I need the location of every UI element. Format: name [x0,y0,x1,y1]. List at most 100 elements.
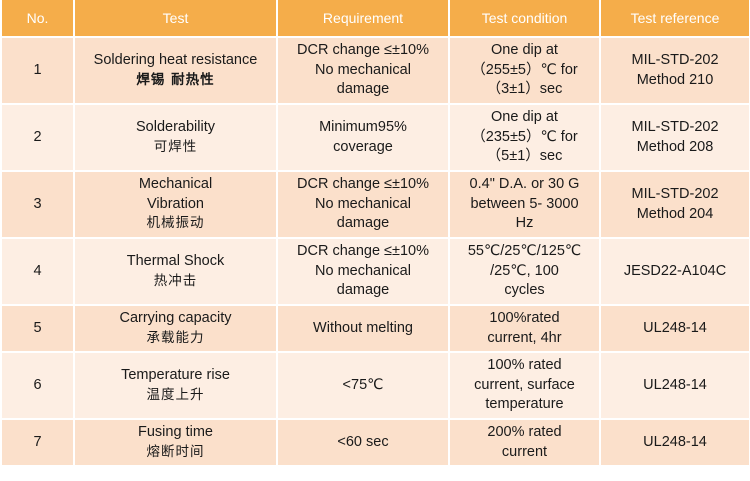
cell-reference: JESD22-A104C [599,237,750,306]
table-row: 1 Soldering heat resistance 焊锡 耐热性 DCR c… [0,36,750,105]
test-name-en: Solderability [136,119,215,135]
cell-requirement: DCR change ≤±10% No mechanical damage [276,170,450,239]
cell-condition: 200% rated current [448,418,601,467]
cell-test: Fusing time 熔断时间 [73,418,278,467]
test-name-en: Temperature rise [121,367,230,383]
test-name-zh: 熔断时间 [146,443,205,460]
test-name-zh: 机械振动 [146,215,205,232]
condition-line: （255±5）℃ for [471,61,578,78]
cell-requirement: DCR change ≤±10% No mechanical damage [276,36,450,105]
cell-requirement: Without melting [276,304,450,353]
cell-condition: 100%rated current, 4hr [448,304,601,353]
test-name-en: Fusing time [138,424,213,440]
cell-requirement: Minimum95% coverage [276,103,450,172]
cell-requirement: <75℃ [276,351,450,420]
cell-reference: UL248-14 [599,351,750,420]
condition-line: 0.4" D.A. or 30 G [469,176,580,193]
test-name-zh: 可焊性 [153,138,198,155]
cell-test: Carrying capacity 承载能力 [73,304,278,353]
requirement-line: No mechanical [315,61,411,78]
reference-line: MIL-STD-202 [631,186,719,202]
cell-condition: One dip at （255±5）℃ for （3±1）sec [448,36,601,105]
condition-line: One dip at [491,109,558,126]
condition-line: current [501,443,548,460]
condition-line: （5±1）sec [486,148,563,165]
requirement-line: DCR change ≤±10% [297,42,429,59]
table-header-row: No. Test Requirement Test condition Test… [0,0,750,38]
cell-requirement: <60 sec [276,418,450,467]
requirement-line: damage [336,215,390,232]
requirement-line: <75℃ [342,376,384,393]
condition-line: 100%rated [489,310,560,326]
condition-line: One dip at [491,42,558,59]
reference-line: JESD22-A104C [623,262,727,279]
cell-no: 6 [0,351,75,420]
reference-line: UL248-14 [643,319,707,336]
requirement-line: DCR change ≤±10% [297,176,429,193]
cell-test: Thermal Shock 热冲击 [73,237,278,306]
condition-line: （3±1）sec [486,81,563,98]
cell-no: 1 [0,36,75,105]
cell-no: 2 [0,103,75,172]
condition-line: cycles [504,282,545,299]
cell-reference: MIL-STD-202 Method 208 [599,103,750,172]
table-row: 5 Carrying capacity 承载能力 Without melting… [0,304,750,353]
condition-line: 100% rated [487,357,562,374]
requirement-line: No mechanical [315,195,411,212]
header-test-condition: Test condition [448,0,601,38]
cell-no: 7 [0,418,75,467]
header-requirement: Requirement [276,0,450,38]
cell-test: Temperature rise 温度上升 [73,351,278,420]
cell-condition: 55℃/25℃/125℃ /25℃, 100 cycles [448,237,601,306]
cell-condition: One dip at （235±5）℃ for （5±1）sec [448,103,601,172]
header-test: Test [73,0,278,38]
condition-line: （235±5）℃ for [471,128,578,145]
table-row: 2 Solderability 可焊性 Minimum95% coverage … [0,103,750,172]
cell-requirement: DCR change ≤±10% No mechanical damage [276,237,450,306]
condition-line: temperature [485,396,564,413]
cell-test: Solderability 可焊性 [73,103,278,172]
cell-condition: 0.4" D.A. or 30 G between 5- 3000 Hz [448,170,601,239]
requirement-line: damage [336,81,390,98]
reference-line: Method 208 [636,138,714,155]
cell-reference: UL248-14 [599,304,750,353]
condition-line: /25℃, 100 [490,262,559,279]
cell-condition: 100% rated current, surface temperature [448,351,601,420]
cell-no: 5 [0,304,75,353]
test-name-en: Mechanical [138,176,213,193]
test-name-zh: 焊锡 耐热性 [136,71,215,88]
reference-line: Method 210 [636,71,714,88]
requirement-line: DCR change ≤±10% [297,243,429,260]
requirement-line: Minimum95% [319,119,407,135]
requirement-line: Without melting [313,319,413,336]
cell-test: Soldering heat resistance 焊锡 耐热性 [73,36,278,105]
reference-line: Method 204 [636,205,714,222]
condition-line: 200% rated [487,424,562,440]
condition-line: 55℃/25℃/125℃ [467,243,582,260]
test-name-en: Thermal Shock [126,253,225,269]
test-spec-table: No. Test Requirement Test condition Test… [0,0,750,467]
table-row: 6 Temperature rise 温度上升 <75℃ 100% rated … [0,351,750,420]
cell-reference: MIL-STD-202 Method 204 [599,170,750,239]
requirement-line: <60 sec [337,433,389,450]
table-row: 7 Fusing time 熔断时间 <60 sec 200% rated cu… [0,418,750,467]
test-name-zh: 承载能力 [146,329,205,346]
condition-line: between 5- 3000 [470,195,579,212]
test-name-zh: 热冲击 [153,272,198,289]
requirement-line: damage [336,282,390,299]
condition-line: Hz [515,215,534,232]
reference-line: MIL-STD-202 [631,119,719,135]
cell-no: 3 [0,170,75,239]
requirement-line: No mechanical [315,262,411,279]
cell-reference: UL248-14 [599,418,750,467]
reference-line: UL248-14 [643,376,707,393]
header-no: No. [0,0,75,38]
cell-reference: MIL-STD-202 Method 210 [599,36,750,105]
table-row: 4 Thermal Shock 热冲击 DCR change ≤±10% No … [0,237,750,306]
requirement-line: coverage [333,138,393,155]
header-test-reference: Test reference [599,0,750,38]
cell-no: 4 [0,237,75,306]
test-name-zh: 温度上升 [146,386,205,403]
reference-line: UL248-14 [643,433,707,450]
condition-line: current, surface [474,376,575,393]
